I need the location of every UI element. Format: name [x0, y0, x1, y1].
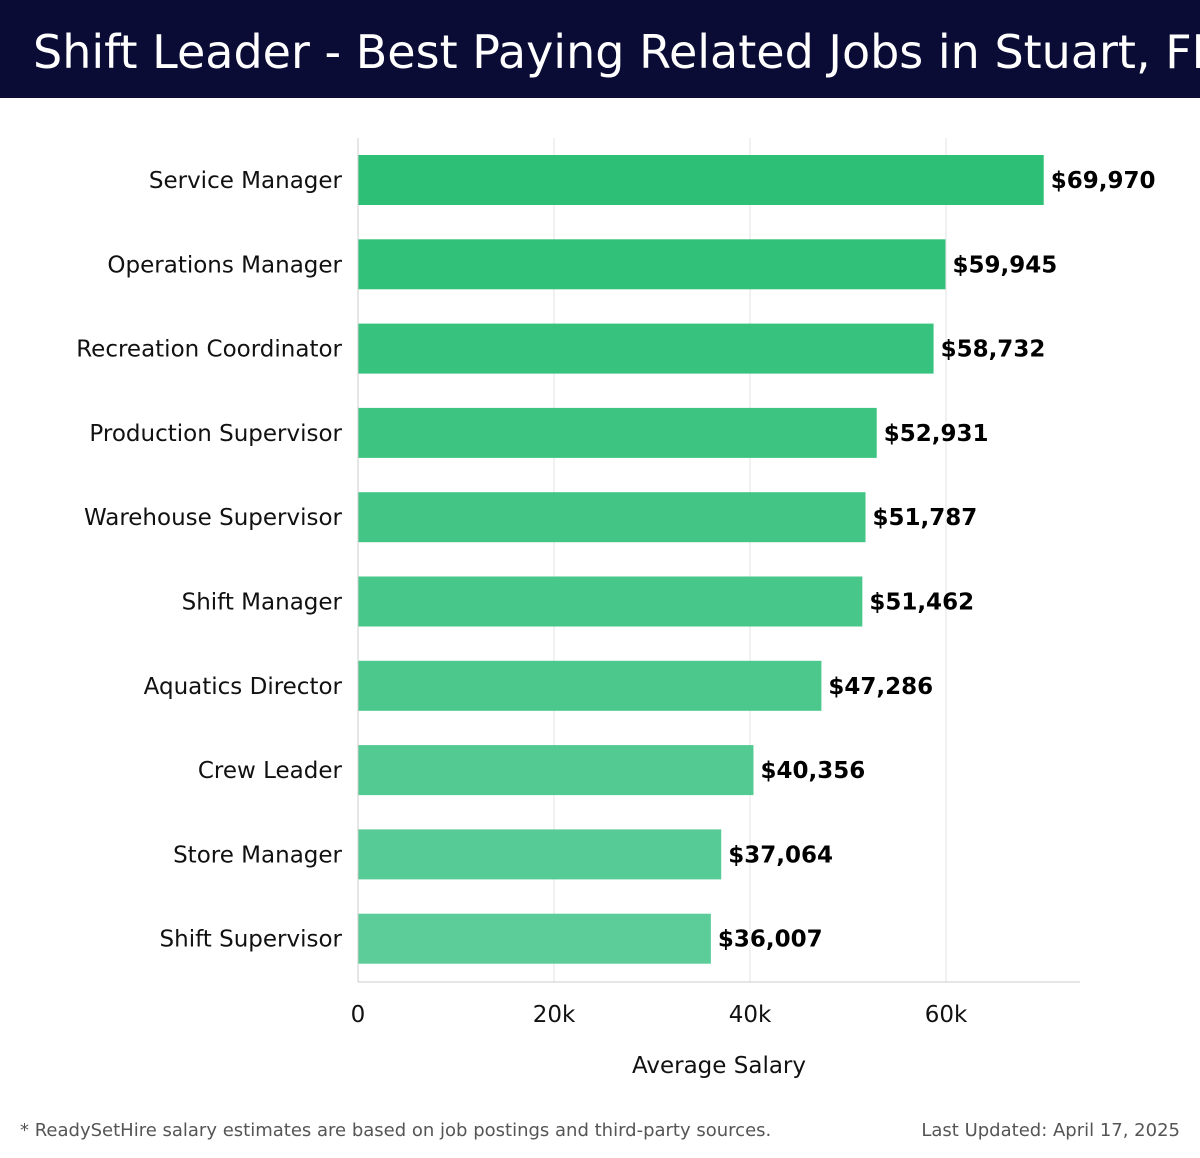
bars — [358, 155, 1044, 964]
x-tick-label: 60k — [925, 1002, 968, 1028]
bar — [358, 829, 722, 880]
value-label: $37,064 — [728, 842, 833, 868]
footer-disclaimer: * ReadySetHire salary estimates are base… — [20, 1120, 772, 1141]
bar — [358, 913, 711, 964]
header-banner: Shift Leader - Best Paying Related Jobs … — [0, 0, 1200, 98]
value-label: $59,945 — [952, 252, 1057, 278]
bar — [358, 492, 866, 543]
bar — [358, 407, 877, 458]
category-label: Shift Supervisor — [160, 927, 343, 953]
category-label: Shift Manager — [182, 590, 343, 616]
value-label: $40,356 — [760, 758, 865, 784]
category-label: Production Supervisor — [89, 421, 342, 447]
axes — [357, 138, 1080, 983]
value-label: $47,286 — [828, 674, 933, 700]
value-label: $69,970 — [1051, 168, 1156, 194]
value-label: $36,007 — [718, 927, 823, 953]
bar — [358, 239, 946, 290]
category-label: Warehouse Supervisor — [84, 505, 343, 531]
labels: 0 20k 40k 60k Service Manager $69,970 Operatio… — [76, 168, 1155, 1079]
bar — [358, 323, 934, 374]
bar — [358, 660, 822, 711]
category-label: Aquatics Director — [144, 674, 343, 700]
page-title: Shift Leader - Best Paying Related Jobs … — [33, 25, 1200, 79]
category-label: Recreation Coordinator — [76, 337, 342, 363]
category-label: Crew Leader — [198, 758, 343, 784]
category-label: Store Manager — [173, 842, 342, 868]
value-label: $51,462 — [869, 590, 974, 616]
x-tick-label: 20k — [533, 1002, 576, 1028]
value-label: $51,787 — [873, 505, 978, 531]
value-label: $58,732 — [941, 337, 1046, 363]
bar — [358, 576, 863, 627]
x-axis-title: Average Salary — [632, 1053, 806, 1079]
x-tick-label: 0 — [351, 1002, 366, 1028]
bar — [358, 155, 1044, 205]
bar — [358, 745, 754, 796]
value-label: $52,931 — [884, 421, 989, 447]
footer-last-updated: Last Updated: April 17, 2025 — [921, 1120, 1180, 1141]
category-label: Operations Manager — [107, 252, 342, 278]
x-tick-label: 40k — [729, 1002, 772, 1028]
category-label: Service Manager — [149, 168, 343, 194]
